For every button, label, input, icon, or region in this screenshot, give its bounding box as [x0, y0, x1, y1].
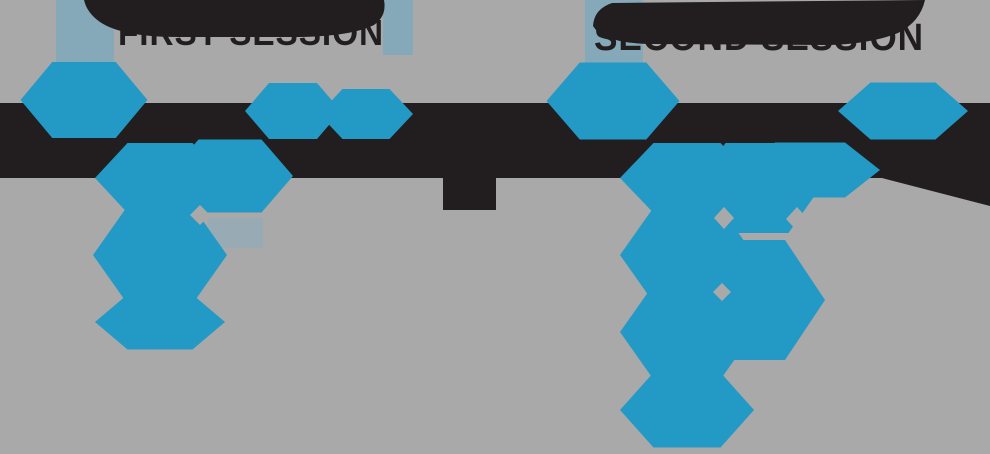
notch-left-chain — [190, 205, 210, 225]
hexagon-left-1 — [20, 62, 148, 138]
timeline-connector-block — [443, 103, 496, 210]
notch-right-chain-1 — [714, 207, 734, 229]
first-title-swoosh — [84, 0, 385, 37]
right-chain-top — [620, 143, 754, 213]
right-chain-bottom — [620, 372, 754, 448]
notch-right-chain-2 — [786, 207, 808, 231]
left-chain-top — [95, 143, 225, 213]
notch-right-chain-3 — [713, 283, 731, 301]
second-title-swoosh — [593, 0, 925, 45]
steel-square-top-mid — [383, 0, 413, 55]
hexagon-left-2a — [245, 83, 341, 139]
hexagon-left-2b — [319, 89, 413, 139]
left-chain-bottom — [95, 294, 225, 350]
left-chain-mid — [93, 207, 227, 303]
hexagon-right-1 — [546, 62, 680, 140]
hexagon-right-2 — [838, 82, 968, 140]
right-chain-bulge — [665, 240, 825, 360]
